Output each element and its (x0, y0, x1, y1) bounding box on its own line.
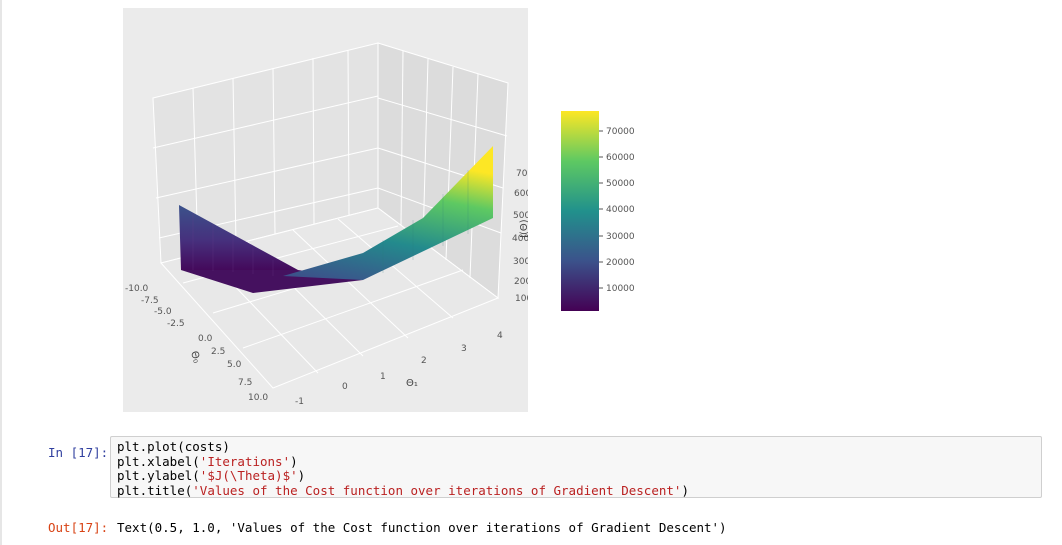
output-prompt: Out[17]: (48, 520, 109, 535)
theta0-tick: 5.0 (227, 360, 242, 370)
z-axis-label: J(Θ) (519, 219, 528, 239)
colorbar-tick: 50000 (606, 179, 635, 189)
z-tick: 20000 (514, 277, 528, 287)
colorbar-tick: 20000 (606, 258, 635, 268)
theta0-tick: 0.0 (198, 334, 213, 344)
z-tick: 70000 (516, 169, 528, 179)
theta0-tick: -2.5 (167, 319, 185, 329)
code-line: plt.xlabel('Iterations') (117, 453, 298, 469)
z-axis-ticks: 70000 60000 50000 40000 30000 20000 1000… (512, 169, 528, 304)
colorbar-gradient (561, 111, 599, 311)
z-tick: 60000 (514, 189, 528, 199)
theta1-tick: 4 (497, 331, 503, 341)
z-tick: 50000 (513, 211, 528, 221)
z-tick: 40000 (512, 234, 528, 244)
theta1-tick: 1 (380, 372, 386, 382)
theta1-axis-ticks: -1 0 1 2 3 4 (295, 331, 503, 407)
theta0-tick: 2.5 (211, 347, 225, 357)
theta0-tick: 10.0 (248, 393, 268, 403)
theta1-tick: 2 (421, 356, 427, 366)
theta1-tick: -1 (295, 397, 304, 407)
colorbar-tick: 10000 (606, 284, 635, 294)
surface-mesh-lines (192, 213, 274, 276)
cell-gutter (0, 0, 2, 545)
colorbar-tick: 30000 (606, 232, 635, 242)
colorbar-tick: 60000 (606, 153, 635, 163)
colorbar-tick: 70000 (606, 127, 635, 137)
theta1-tick: 3 (461, 344, 467, 354)
theta0-axis-ticks: -10.0 -7.5 -5.0 -2.5 0.0 2.5 5.0 7.5 10.… (125, 284, 268, 403)
code-line: plt.title('Values of the Cost function o… (117, 482, 689, 498)
code-line: plt.ylabel('$J(\Theta)$') (117, 468, 306, 483)
z-tick: 10000 (515, 294, 528, 304)
cell-output: Text(0.5, 1.0, 'Values of the Cost funct… (117, 520, 727, 535)
code-editor[interactable]: plt.plot(costs) plt.xlabel('Iterations')… (110, 436, 1042, 498)
surface-left-wing (179, 205, 298, 276)
theta0-tick: -7.5 (141, 296, 159, 306)
surface-right-wing (283, 146, 493, 280)
surface-mesh-lines-right (382, 170, 469, 273)
theta0-axis-label: Θ₀ (188, 350, 202, 364)
code-cell[interactable]: In [17]: plt.plot(costs) plt.xlabel('Ite… (0, 436, 1062, 502)
z-tick: 30000 (513, 257, 528, 267)
code-line: plt.plot(costs) (117, 439, 230, 454)
theta0-tick: -10.0 (125, 284, 149, 294)
input-prompt: In [17]: (48, 445, 109, 460)
theta0-tick: -5.0 (154, 307, 172, 317)
theta1-tick: 0 (342, 382, 348, 392)
surface-plot: 70000 60000 50000 40000 30000 20000 1000… (123, 8, 528, 412)
colorbar-tick: 40000 (606, 205, 635, 215)
theta0-tick: 7.5 (238, 378, 252, 388)
theta1-axis-label: Θ₁ (406, 378, 418, 389)
colorbar: 70000 60000 50000 40000 30000 20000 1000… (561, 111, 635, 311)
